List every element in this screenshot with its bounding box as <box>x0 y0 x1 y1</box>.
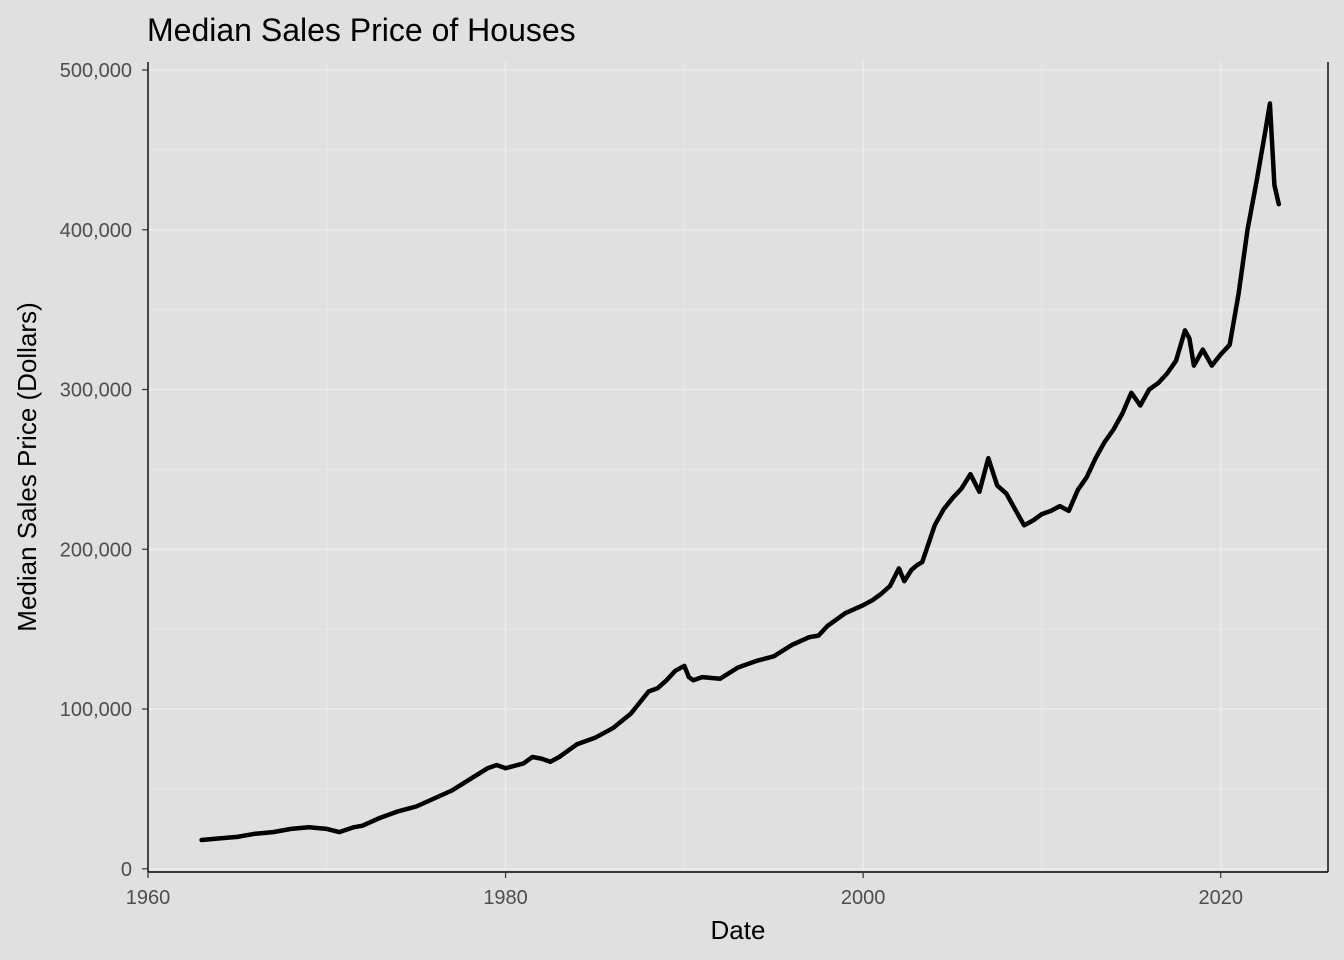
y-tick-label: 100,000 <box>60 699 132 721</box>
y-tick-label: 400,000 <box>60 220 132 242</box>
x-tick-label: 1960 <box>126 887 171 909</box>
series-line <box>199 101 1282 843</box>
y-axis-ticks: 0 100,000 200,000 300,000 400,000 500,000 <box>60 60 148 881</box>
y-tick-label: 300,000 <box>60 380 132 402</box>
x-axis-ticks: 1960 1980 2000 2020 <box>126 872 1243 909</box>
chart-title: Median Sales Price of Houses <box>147 12 576 48</box>
y-tick-label: 500,000 <box>60 60 132 82</box>
minor-gridlines <box>148 62 1328 872</box>
x-tick-label: 2000 <box>841 887 886 909</box>
y-tick-label: 0 <box>121 859 132 881</box>
x-tick-label: 2020 <box>1198 887 1243 909</box>
major-gridlines <box>147 62 1328 872</box>
y-axis-title: Median Sales Price (Dollars) <box>12 302 42 631</box>
y-tick-label: 200,000 <box>60 539 132 561</box>
x-axis-title: Date <box>711 915 766 945</box>
x-tick-label: 1980 <box>483 887 528 909</box>
